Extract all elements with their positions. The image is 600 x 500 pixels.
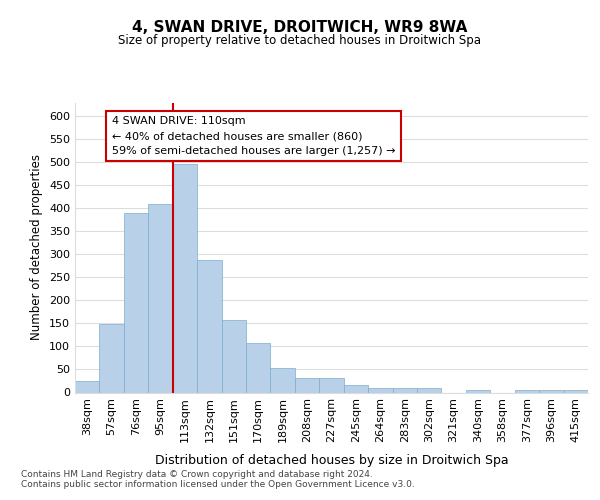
X-axis label: Distribution of detached houses by size in Droitwich Spa: Distribution of detached houses by size … (155, 454, 508, 466)
Y-axis label: Number of detached properties: Number of detached properties (31, 154, 43, 340)
Bar (466, 390, 490, 392)
Bar (417, 388, 442, 392)
Bar (148, 204, 173, 392)
Bar (271, 368, 295, 392)
Text: 4, SWAN DRIVE, DROITWICH, WR9 8WA: 4, SWAN DRIVE, DROITWICH, WR9 8WA (133, 20, 467, 35)
Bar (539, 390, 563, 392)
Bar (100, 324, 124, 392)
Text: Size of property relative to detached houses in Droitwich Spa: Size of property relative to detached ho… (119, 34, 482, 47)
Bar (295, 378, 319, 392)
Bar (75, 381, 100, 392)
Bar (392, 388, 417, 392)
Bar (221, 320, 246, 392)
Bar (197, 260, 221, 392)
Bar (124, 213, 148, 392)
Text: 4 SWAN DRIVE: 110sqm
← 40% of detached houses are smaller (860)
59% of semi-deta: 4 SWAN DRIVE: 110sqm ← 40% of detached h… (112, 116, 395, 156)
Bar (173, 164, 197, 392)
Bar (563, 390, 588, 392)
Bar (344, 384, 368, 392)
Bar (319, 378, 344, 392)
Bar (515, 390, 539, 392)
Bar (246, 343, 271, 392)
Bar (368, 388, 392, 392)
Text: Contains HM Land Registry data © Crown copyright and database right 2024.
Contai: Contains HM Land Registry data © Crown c… (21, 470, 415, 490)
